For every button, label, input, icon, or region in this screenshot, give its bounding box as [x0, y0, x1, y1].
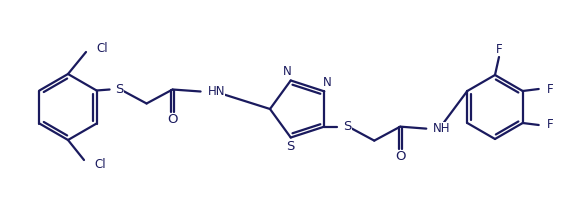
Text: NH: NH — [433, 122, 451, 135]
Text: Cl: Cl — [96, 42, 107, 55]
Text: N: N — [284, 65, 292, 78]
Text: F: F — [546, 83, 554, 95]
Text: O: O — [395, 150, 406, 163]
Text: S: S — [286, 140, 295, 153]
Text: O: O — [167, 113, 178, 126]
Text: Cl: Cl — [94, 158, 106, 171]
Text: S: S — [343, 120, 352, 133]
Text: F: F — [495, 43, 502, 55]
Text: N: N — [323, 76, 332, 89]
Text: HN: HN — [208, 85, 225, 98]
Text: S: S — [116, 83, 124, 96]
Text: F: F — [546, 119, 554, 131]
